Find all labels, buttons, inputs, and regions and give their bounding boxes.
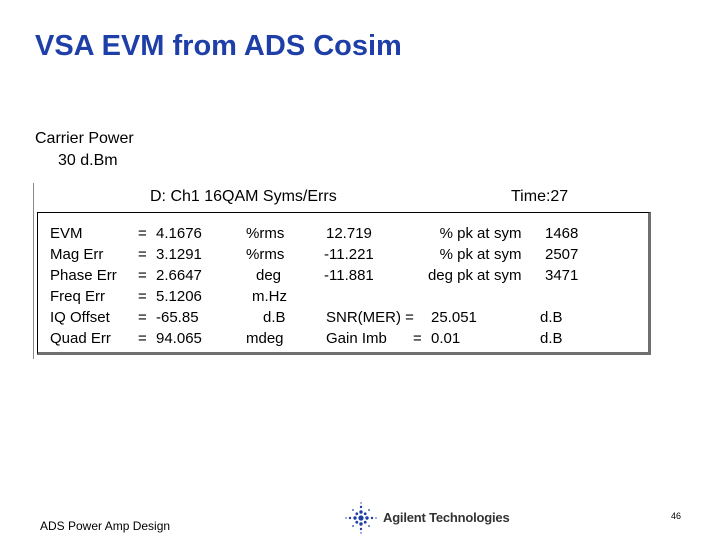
row-sym-value: 1468 <box>545 225 579 242</box>
gain-imb-value: 0.01 <box>431 330 461 347</box>
row-name: Phase Err <box>50 267 117 284</box>
gain-imb-unit: d.B <box>540 330 563 347</box>
carrier-power-value: 30 d.Bm <box>58 152 118 169</box>
agilent-logo: Agilent Technologies <box>343 500 523 536</box>
row-unit: deg <box>256 267 282 284</box>
row-peak-unit: % pk <box>439 246 473 263</box>
row-name: EVM <box>50 225 83 242</box>
row-sym-value: 3471 <box>545 267 579 284</box>
agilent-logo-text: Agilent Technologies <box>383 510 510 525</box>
row-equals: = <box>138 225 147 242</box>
vsa-results-table: EVM = 4.1676 %rms 12.719 % pk at sym 146… <box>37 212 651 355</box>
row-unit: d.B <box>263 309 286 326</box>
row-value: 94.065 <box>156 330 202 347</box>
row-at: at <box>477 225 490 242</box>
row-equals: = <box>138 309 147 326</box>
row-equals: = <box>138 330 147 347</box>
snr-mer-label: SNR(MER) = <box>326 309 414 326</box>
vsa-frame-edge <box>33 183 34 359</box>
row-value: 2.6647 <box>156 267 202 284</box>
vsa-trace-header: D: Ch1 16QAM Syms/Errs <box>150 188 337 205</box>
page-number: 46 <box>671 511 682 521</box>
row-unit: %rms <box>246 246 285 263</box>
row-peak-unit: % pk <box>439 225 473 242</box>
row-name: Mag Err <box>50 246 104 263</box>
row-name: IQ Offset <box>50 309 110 326</box>
row-peak-value: -11.881 <box>324 267 374 284</box>
snr-mer-unit: d.B <box>540 309 563 326</box>
row-value: 3.1291 <box>156 246 202 263</box>
row-unit: mdeg <box>246 330 284 347</box>
row-name: Quad Err <box>50 330 111 347</box>
row-peak-value: 12.719 <box>326 225 372 242</box>
row-sym: sym <box>494 225 522 242</box>
slide-title: VSA EVM from ADS Cosim <box>35 30 402 62</box>
row-at: at <box>477 246 490 263</box>
row-equals: = <box>138 246 147 263</box>
agilent-spark-icon <box>345 502 377 534</box>
row-at: at <box>477 267 490 284</box>
row-unit: %rms <box>246 225 285 242</box>
snr-mer-value: 25.051 <box>431 309 477 326</box>
row-name: Freq Err <box>50 288 106 305</box>
row-peak-unit: deg pk <box>427 267 473 284</box>
row-equals: = <box>138 288 147 305</box>
row-peak-value: -11.221 <box>324 246 374 263</box>
row-sym-value: 2507 <box>545 246 579 263</box>
row-value: 4.1676 <box>156 225 202 242</box>
row-sym: sym <box>494 267 522 284</box>
vsa-time: Time:27 <box>511 188 569 205</box>
row-sym: sym <box>494 246 522 263</box>
footer-course-title: ADS Power Amp Design <box>40 519 171 533</box>
carrier-power-label: Carrier Power <box>35 130 134 147</box>
row-unit: m.Hz <box>252 288 287 305</box>
row-value: -65.85 <box>156 309 199 326</box>
row-equals: = <box>138 267 147 284</box>
gain-imb-equals: = <box>413 330 422 347</box>
row-value: 5.1206 <box>156 288 202 305</box>
gain-imb-label: Gain Imb <box>326 330 387 347</box>
